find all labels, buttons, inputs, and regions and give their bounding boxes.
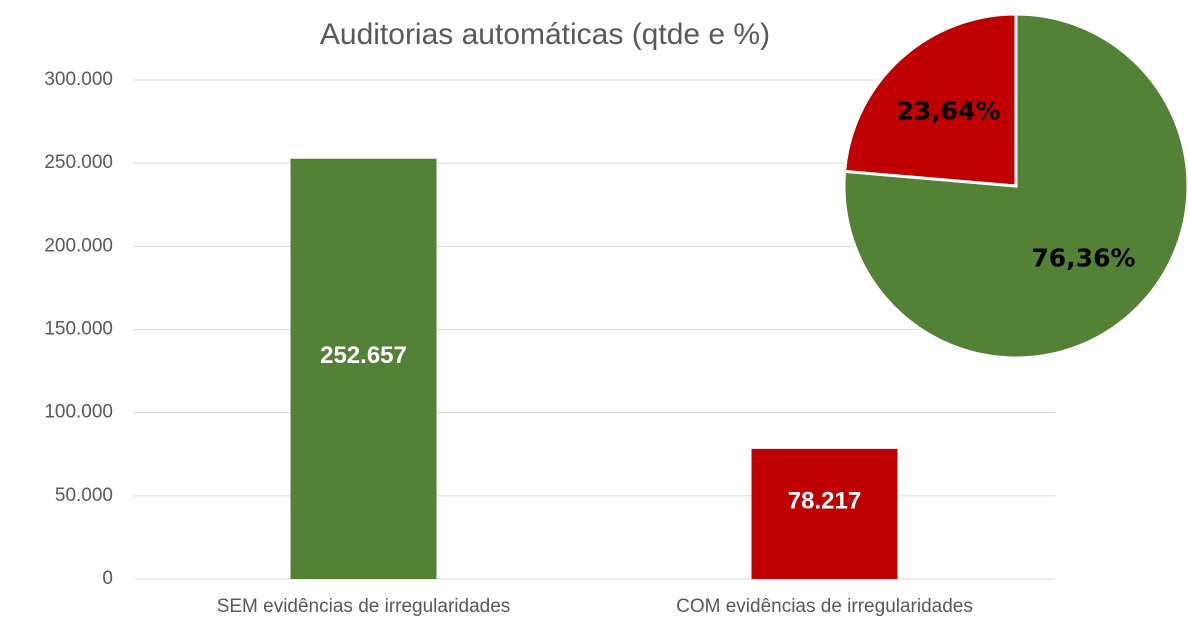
data-label: 76,36%: [1031, 243, 1135, 272]
y-tick-label: 200.000: [44, 235, 113, 256]
data-label: 23,64%: [896, 97, 1000, 126]
y-tick-label: 150.000: [44, 319, 113, 340]
y-tick-label: 100.000: [44, 402, 113, 423]
data-label: 252.657: [320, 342, 407, 369]
pie-slice: [843, 12, 1018, 188]
x-tick-label: COM evidências de irregularidades: [676, 596, 973, 617]
bar: [290, 158, 437, 579]
chart-title: Auditorias automáticas (qtde e %): [320, 18, 770, 51]
y-tick-label: 300.000: [44, 69, 113, 90]
y-tick-label: 0: [102, 568, 113, 589]
x-tick-label: SEM evidências de irregularidades: [217, 596, 511, 617]
y-tick-label: 50.000: [55, 485, 113, 506]
bar: [751, 448, 898, 579]
data-label: 78.217: [788, 487, 861, 514]
y-tick-label: 250.000: [44, 152, 113, 173]
